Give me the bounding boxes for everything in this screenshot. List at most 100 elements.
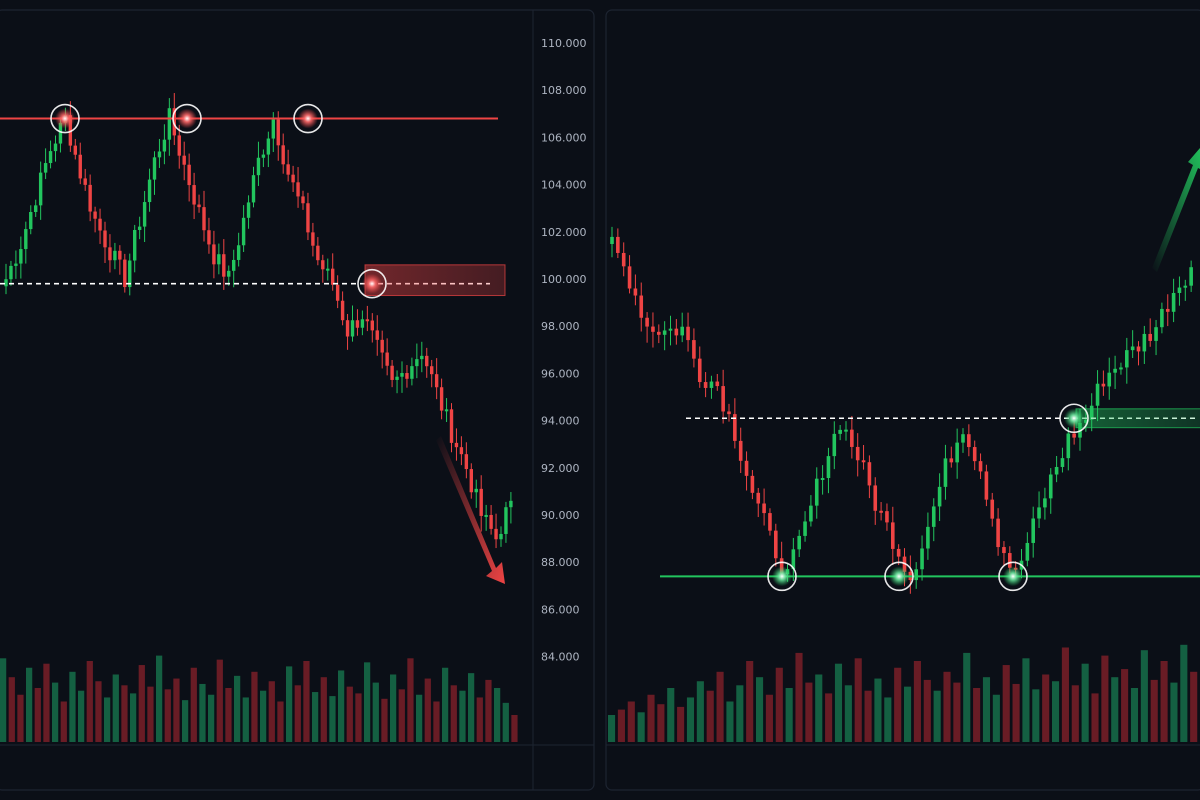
- volume-bar: [69, 671, 76, 742]
- volume-bar: [864, 690, 872, 742]
- candle-body: [9, 265, 13, 280]
- volume-bar: [104, 697, 111, 742]
- candle-body: [232, 259, 236, 271]
- volume-bar: [667, 688, 675, 742]
- volume-bar: [617, 709, 625, 742]
- breakdown-marker-glow: [362, 273, 382, 294]
- volume-bar: [225, 688, 232, 742]
- candle-body: [1160, 308, 1164, 328]
- candle-body: [633, 288, 638, 296]
- candle-body: [1107, 372, 1112, 387]
- volume-bar: [450, 685, 457, 742]
- volume-bar: [442, 667, 449, 742]
- candle-body: [662, 330, 667, 335]
- candle-body: [350, 320, 355, 337]
- price-tick-label: 94.000: [541, 415, 580, 428]
- volume-bar: [390, 674, 397, 742]
- candle-body: [1008, 553, 1012, 568]
- volume-bar: [329, 696, 336, 742]
- volume-bar: [1012, 683, 1020, 742]
- candle-body: [53, 143, 58, 152]
- candle-body: [867, 462, 872, 486]
- candle-body: [885, 511, 889, 523]
- volume-bar: [815, 674, 823, 742]
- candle-body: [360, 319, 365, 328]
- candle-body: [967, 434, 971, 448]
- candle-body: [410, 366, 414, 379]
- volume-bar: [795, 652, 803, 742]
- candle-body: [355, 320, 360, 328]
- candle-body: [779, 558, 784, 575]
- volume-bar: [1180, 644, 1188, 742]
- candle-body: [873, 485, 878, 511]
- candle-body: [879, 510, 883, 513]
- left-peak-markers: [50, 103, 387, 299]
- candle-body: [43, 163, 48, 173]
- volume-bar: [199, 683, 206, 742]
- volume-bar: [494, 688, 501, 742]
- candle-body: [78, 154, 82, 179]
- volume-bar: [973, 688, 981, 742]
- candle-body: [844, 429, 848, 432]
- volume-bar: [1042, 674, 1050, 742]
- volume-bar: [825, 693, 833, 742]
- volume-bar: [1121, 669, 1129, 742]
- candle-body: [1025, 542, 1030, 561]
- candle-body: [616, 236, 620, 253]
- candle-body: [415, 359, 419, 367]
- candle-body: [425, 355, 429, 367]
- trough-marker-glow: [772, 566, 792, 587]
- volume-bar: [43, 663, 50, 742]
- candle-body: [978, 461, 983, 472]
- volume-bar: [346, 686, 353, 742]
- volume-bar: [608, 715, 616, 742]
- candle-body: [464, 454, 469, 470]
- candle-body: [123, 259, 127, 288]
- volume-bar: [251, 671, 258, 742]
- candle-body: [1119, 367, 1123, 370]
- candle-body: [809, 505, 813, 522]
- right-trough-markers: [767, 403, 1089, 592]
- volume-bar: [26, 667, 33, 742]
- volume-bar: [854, 658, 862, 742]
- volume-bar: [0, 658, 7, 742]
- peak-marker-glow: [55, 108, 75, 129]
- candle-body: [715, 381, 720, 387]
- volume-bar: [1022, 658, 1030, 742]
- candle-body: [331, 268, 335, 285]
- candle-body: [914, 569, 918, 581]
- volume-bar: [338, 670, 345, 742]
- candle-body: [296, 182, 300, 197]
- candle-body: [281, 145, 285, 165]
- candle-body: [738, 440, 743, 461]
- candle-body: [1072, 433, 1076, 438]
- candle-body: [639, 295, 644, 318]
- candle-body: [177, 135, 181, 156]
- candle-body: [137, 226, 142, 230]
- volume-bar: [216, 659, 223, 742]
- volume-bar: [844, 685, 852, 742]
- candle-body: [301, 196, 305, 204]
- candle-body: [1130, 346, 1135, 351]
- candle-body: [19, 249, 23, 264]
- volume-bar: [407, 658, 414, 742]
- candle-body: [439, 387, 444, 411]
- candle-body: [167, 108, 172, 140]
- volume-bar: [1130, 688, 1139, 742]
- volume-bar: [1101, 655, 1109, 742]
- candle-body: [762, 503, 766, 514]
- candle-body: [674, 328, 679, 336]
- candle-body: [891, 522, 895, 549]
- volume-bar: [1111, 677, 1119, 742]
- volume-bar: [756, 677, 764, 742]
- candle-body: [797, 535, 801, 550]
- price-tick-label: 96.000: [541, 367, 580, 380]
- peak-marker-ring: [50, 103, 80, 134]
- candle-body: [434, 374, 439, 388]
- price-tick-label: 90.000: [541, 509, 580, 522]
- candle-body: [405, 373, 409, 379]
- candle-body: [34, 205, 38, 212]
- volume-bar: [424, 678, 431, 742]
- candle-body: [1189, 267, 1193, 286]
- candle-body: [651, 326, 655, 332]
